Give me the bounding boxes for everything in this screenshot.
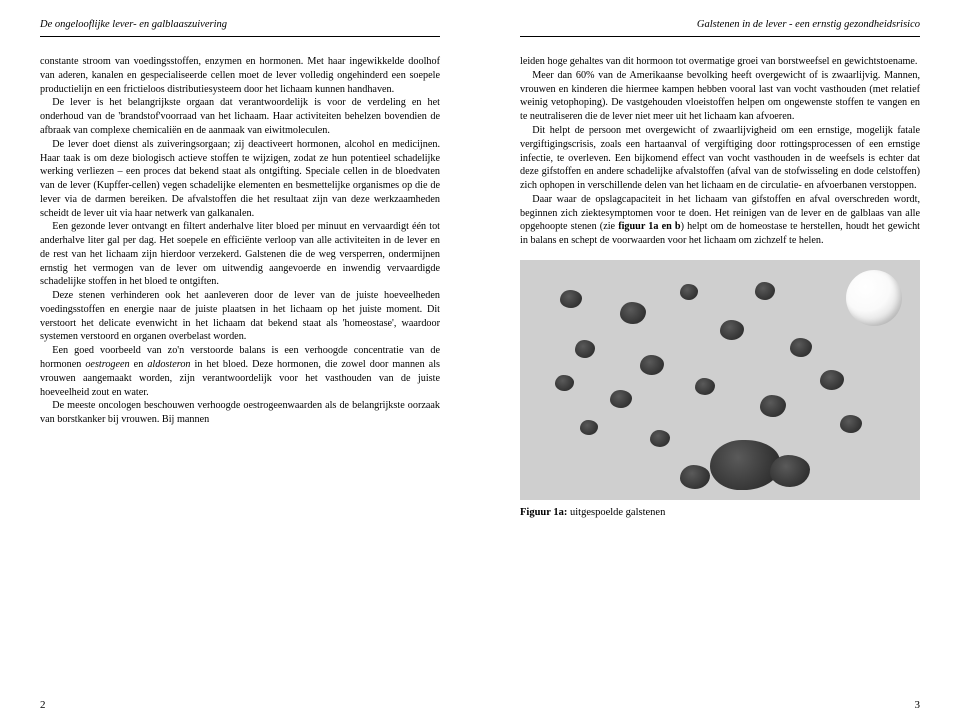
paragraph: De lever doet dienst als zuiveringsorgaa…	[40, 138, 440, 221]
stone-icon	[575, 340, 595, 358]
left-page: De ongelooflijke lever- en galblaaszuive…	[0, 0, 480, 721]
golfball-icon	[846, 270, 902, 326]
page-number-right: 3	[915, 698, 921, 713]
paragraph: De meeste oncologen beschouwen verhoogde…	[40, 399, 440, 427]
paragraph: De lever is het belangrijkste orgaan dat…	[40, 96, 440, 137]
stone-cluster-icon	[710, 440, 780, 490]
connector: en	[130, 359, 148, 370]
stone-icon	[650, 430, 670, 447]
running-head-left: De ongelooflijke lever- en galblaaszuive…	[40, 18, 440, 32]
figure-image	[520, 260, 920, 500]
caption-text: uitgespoelde galstenen	[567, 507, 665, 518]
paragraph: Dit helpt de persoon met overgewicht of …	[520, 124, 920, 193]
stone-icon	[680, 284, 698, 300]
page-number-left: 2	[40, 698, 46, 713]
stone-icon	[770, 455, 810, 487]
stone-icon	[760, 395, 786, 417]
stone-icon	[790, 338, 812, 357]
paragraph: Meer dan 60% van de Amerikaanse bevolkin…	[520, 69, 920, 124]
stone-icon	[555, 375, 574, 391]
stone-icon	[610, 390, 632, 408]
header-rule-right	[520, 36, 920, 37]
stone-icon	[640, 355, 664, 375]
body-text-left: constante stroom van voedingsstoffen, en…	[40, 55, 440, 427]
paragraph: Een goed voorbeeld van zo'n verstoorde b…	[40, 344, 440, 399]
stone-icon	[720, 320, 744, 340]
paragraph: leiden hoge gehaltes van dit hormoon tot…	[520, 55, 920, 69]
term-oestrogeen: oestrogeen	[85, 359, 129, 370]
stone-icon	[620, 302, 646, 324]
paragraph: Deze stenen verhinderen ook het aanlever…	[40, 289, 440, 344]
stone-icon	[820, 370, 844, 390]
stone-icon	[755, 282, 775, 300]
stone-icon	[680, 465, 710, 489]
right-page: Galstenen in de lever - een ernstig gezo…	[480, 0, 960, 721]
caption-label: Figuur 1a:	[520, 507, 567, 518]
stone-icon	[560, 290, 582, 308]
paragraph: Een gezonde lever ontvangt en filtert an…	[40, 220, 440, 289]
stone-icon	[695, 378, 715, 395]
term-aldosteron: aldosteron	[147, 359, 190, 370]
stone-icon	[840, 415, 862, 433]
header-rule-left	[40, 36, 440, 37]
figure-caption: Figuur 1a: uitgespoelde galstenen	[520, 500, 920, 520]
stone-icon	[580, 420, 598, 435]
running-head-right: Galstenen in de lever - een ernstig gezo…	[520, 18, 920, 32]
paragraph: Daar waar de opslagcapaciteit in het lic…	[520, 193, 920, 248]
paragraph: constante stroom van voedingsstoffen, en…	[40, 55, 440, 96]
figure-ref: figuur 1a en b	[618, 221, 680, 232]
body-text-right: leiden hoge gehaltes van dit hormoon tot…	[520, 55, 920, 248]
figure-1a: Figuur 1a: uitgespoelde galstenen	[520, 260, 920, 520]
